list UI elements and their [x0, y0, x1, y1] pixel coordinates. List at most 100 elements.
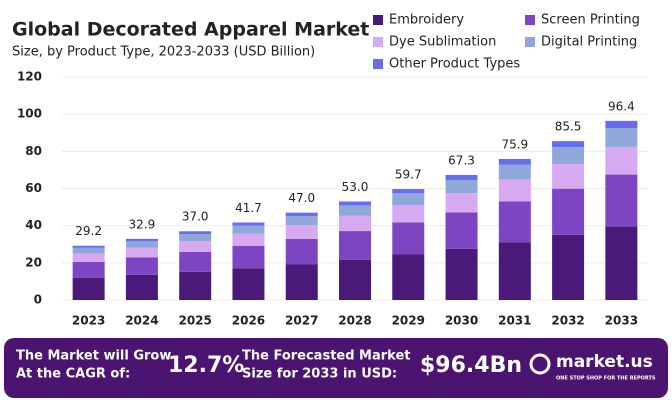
legend-swatch [525, 37, 535, 47]
bar-segment [498, 242, 531, 300]
bar-segment [552, 234, 585, 300]
bar-segment [392, 193, 425, 206]
y-tick-label: 0 [34, 293, 42, 307]
y-tick-label: 20 [25, 255, 42, 269]
brand-tagline: ONE STOP SHOP FOR THE REPORTS [556, 376, 656, 382]
chart-subtitle: Size, by Product Type, 2023-2033 (USD Bi… [12, 45, 315, 60]
x-tick-label: 2030 [445, 314, 478, 328]
bar-segment [498, 179, 531, 202]
x-tick-label: 2023 [72, 314, 105, 328]
bar-segment [179, 251, 212, 272]
bar-segment [179, 231, 212, 235]
y-tick-label: 40 [25, 218, 42, 232]
bar-segment [125, 247, 158, 258]
bar-segment [605, 146, 638, 175]
bar-segment [392, 205, 425, 223]
total-label: 67.3 [448, 153, 475, 167]
total-label: 85.5 [555, 120, 582, 134]
bar-segment [498, 164, 531, 180]
total-label: 75.9 [501, 137, 528, 151]
legend-label: Other Product Types [389, 57, 520, 72]
y-tick-label: 100 [17, 107, 42, 121]
bar-segment [179, 271, 212, 300]
legend-label: Screen Printing [541, 13, 640, 28]
bar-segment [285, 264, 318, 300]
x-tick-label: 2026 [232, 314, 265, 328]
bar-segment [392, 189, 425, 194]
x-tick-label: 2031 [498, 314, 531, 328]
bar-segment [72, 245, 105, 248]
forecast-text: Size for 2033 in USD: [242, 367, 397, 382]
bar-segment [232, 225, 265, 234]
bar-segment [179, 241, 212, 252]
legend-swatch [373, 37, 383, 47]
legend-swatch [373, 59, 383, 69]
bar-segment [339, 259, 371, 300]
x-tick-label: 2033 [605, 314, 638, 328]
total-label: 32.9 [129, 217, 156, 231]
bar-segment [72, 247, 105, 254]
bar-segment [605, 128, 638, 147]
bar-segment [339, 231, 371, 260]
bar-segment [445, 179, 478, 194]
cagr-text: The Market will Grow [16, 349, 171, 364]
x-tick-label: 2028 [338, 314, 371, 328]
x-tick-label: 2024 [125, 314, 158, 328]
bar-segment [179, 234, 212, 242]
cagr-text: At the CAGR of: [16, 367, 130, 382]
bar-segment [605, 226, 638, 300]
chart-title: Global Decorated Apparel Market [12, 19, 369, 41]
bar-segment [498, 201, 531, 243]
bar-segment [552, 188, 585, 235]
total-label: 59.7 [395, 168, 422, 182]
forecast-value: $96.4Bn [420, 353, 522, 378]
cagr-value: 12.7% [168, 353, 244, 378]
bar-segment [552, 163, 585, 189]
bar-segment [285, 212, 318, 217]
bar-segment [605, 174, 638, 227]
legend-swatch [373, 15, 383, 25]
x-tick-label: 2025 [178, 314, 211, 328]
bar-segment [339, 201, 371, 206]
bar-segment [392, 254, 425, 300]
bar-segment [232, 233, 265, 246]
footer-banner [4, 338, 668, 398]
bar-segment [445, 212, 478, 249]
total-label: 41.7 [235, 201, 262, 215]
bar-segment [125, 238, 158, 242]
bar-segment [125, 274, 158, 300]
legend-label: Digital Printing [541, 35, 637, 50]
bar-segment [285, 216, 318, 226]
total-label: 29.2 [75, 224, 102, 238]
x-tick-label: 2032 [551, 314, 584, 328]
bar-segment [232, 268, 265, 300]
bar-segment [232, 222, 265, 226]
total-label: 47.0 [288, 191, 315, 205]
legend-label: Embroidery [389, 13, 464, 28]
bar-segment [339, 215, 371, 232]
y-tick-label: 120 [17, 70, 42, 84]
bar-segment [285, 225, 318, 239]
bar-segment [552, 147, 585, 164]
x-tick-label: 2027 [285, 314, 318, 328]
bar-segment [125, 241, 158, 248]
forecast-text: The Forecasted Market [242, 349, 411, 364]
legend-label: Dye Sublimation [389, 35, 496, 50]
bar-segment [605, 120, 638, 129]
bar-segment [392, 222, 425, 255]
total-label: 37.0 [182, 210, 209, 224]
brand-icon [529, 353, 551, 375]
bar-segment [552, 141, 585, 148]
total-label: 53.0 [342, 180, 369, 194]
brand: market.us [556, 352, 653, 372]
bar-segment [445, 193, 478, 213]
bar-segment [72, 277, 105, 300]
x-tick-label: 2029 [392, 314, 425, 328]
bar-segment [72, 253, 105, 262]
y-tick-label: 80 [25, 144, 42, 158]
bar-segment [125, 257, 158, 275]
bar-segment [72, 261, 105, 278]
total-label: 96.4 [608, 99, 635, 113]
bar-segment [498, 158, 531, 165]
